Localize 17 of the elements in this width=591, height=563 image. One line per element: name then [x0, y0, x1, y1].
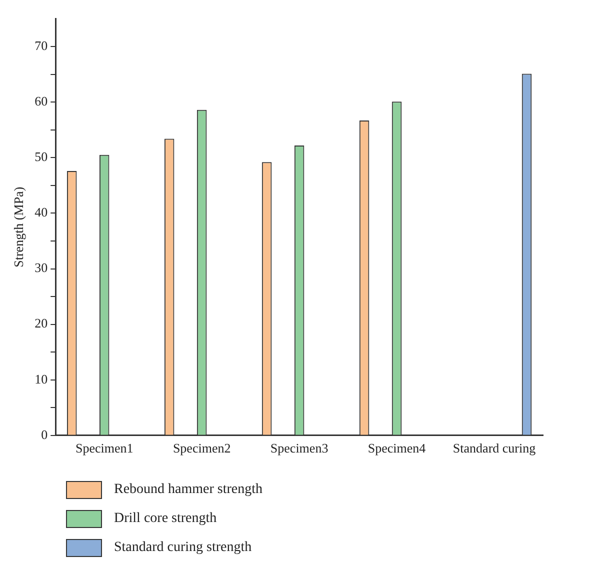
y-tick-label: 30	[34, 260, 48, 276]
y-tick-label: 0	[41, 426, 48, 442]
y-tick-label: 20	[34, 316, 48, 331]
y-axis-title: Strength (MPa)	[11, 186, 26, 268]
x-tick-label: Standard curing	[452, 440, 536, 456]
legend-label: Drill core strength	[114, 510, 217, 526]
legend-label: Standard curing strength	[114, 540, 252, 556]
x-tick-label: Specimen3	[270, 440, 328, 456]
x-tick-label: Specimen1	[75, 440, 134, 456]
x-tick-label: Specimen2	[172, 440, 231, 456]
x-tick-label: Specimen4	[368, 440, 426, 456]
y-tick-label: 50	[34, 149, 48, 164]
y-tick-label: 70	[34, 38, 48, 53]
y-tick-label: 10	[34, 371, 48, 386]
legend-label: Rebound hammer strength	[114, 482, 263, 498]
y-tick-label: 60	[34, 94, 48, 109]
y-tick-label: 40	[34, 204, 48, 220]
